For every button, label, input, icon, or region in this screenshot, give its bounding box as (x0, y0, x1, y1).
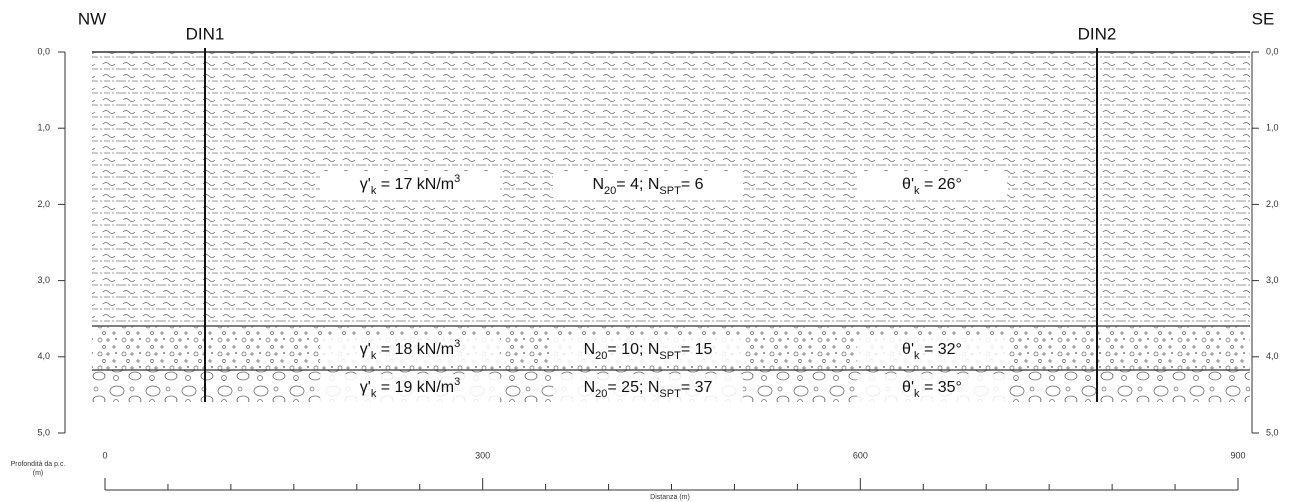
depth-tick-label: 5,0 (37, 427, 50, 437)
direction-label: NW (78, 9, 106, 28)
annotation-run: γ' (360, 176, 371, 193)
depth-tick-label: 0,0 (1266, 46, 1279, 56)
annotation-run: = 17 kN/m (376, 176, 454, 193)
annotation-run: SPT (659, 388, 681, 400)
borehole-label: DIN1 (186, 24, 225, 43)
distance-tick-label: 600 (853, 450, 868, 460)
axis-unit: (m) (33, 470, 44, 477)
depth-tick-label: 4,0 (1266, 351, 1279, 361)
annotation-run: 20 (604, 185, 616, 197)
annotation-run: θ' (902, 379, 914, 396)
annotation-run: SPT (659, 350, 681, 362)
annotation-run: = 37 (681, 379, 713, 396)
annotation-run: = 25; N (607, 379, 659, 396)
depth-tick-label: 1,0 (37, 123, 50, 133)
distance-tick-label: 900 (1230, 450, 1245, 460)
annotation-run: N (592, 176, 604, 193)
annotation-run: γ' (360, 341, 371, 358)
annotation-run: = 19 kN/m (376, 379, 454, 396)
annotation-run: θ' (902, 176, 914, 193)
annotation-run: SPT (659, 185, 681, 197)
borehole-label: DIN2 (1078, 24, 1117, 43)
distance-tick-label: 0 (102, 450, 107, 460)
depth-tick-label: 2,0 (37, 199, 50, 209)
annotation-run: = 6 (681, 176, 704, 193)
annotation-run: 3 (454, 173, 460, 185)
depth-tick-label: 3,0 (37, 275, 50, 285)
depth-tick-label: 2,0 (1266, 199, 1279, 209)
annotation-run: = 26° (920, 176, 962, 193)
annotation-run: 3 (454, 338, 460, 350)
depth-tick-label: 1,0 (1266, 123, 1279, 133)
annotation-run: = 15 (681, 341, 713, 358)
direction-label: SE (1252, 9, 1275, 28)
annotation-run: = 10; N (607, 341, 659, 358)
axis-label: Profondità da p.c. (11, 461, 66, 468)
section-diagram: NW SE DIN1 DIN2 Profondità da p.c. (m) D… (0, 0, 1294, 502)
annotation-run: γ' (360, 379, 371, 396)
axis-label: Distanza (m) (650, 494, 690, 501)
annotation-run: 20 (595, 350, 607, 362)
depth-tick-label: 4,0 (37, 351, 50, 361)
depth-tick-label: 3,0 (1266, 275, 1279, 285)
distance-tick-label: 300 (475, 450, 490, 460)
annotation-run: = 32° (920, 341, 962, 358)
annotation-run: θ' (902, 341, 914, 358)
annotation-run: = 4; N (616, 176, 659, 193)
annotation-run: 20 (595, 388, 607, 400)
depth-tick-label: 5,0 (1266, 427, 1279, 437)
annotation-run: = 35° (920, 379, 962, 396)
annotation-run: 3 (454, 376, 460, 388)
annotation-run: N (584, 379, 596, 396)
annotation-run: = 18 kN/m (376, 341, 454, 358)
layers (65, 48, 1252, 490)
depth-tick-label: 0,0 (37, 46, 50, 56)
annotation-run: N (584, 341, 596, 358)
